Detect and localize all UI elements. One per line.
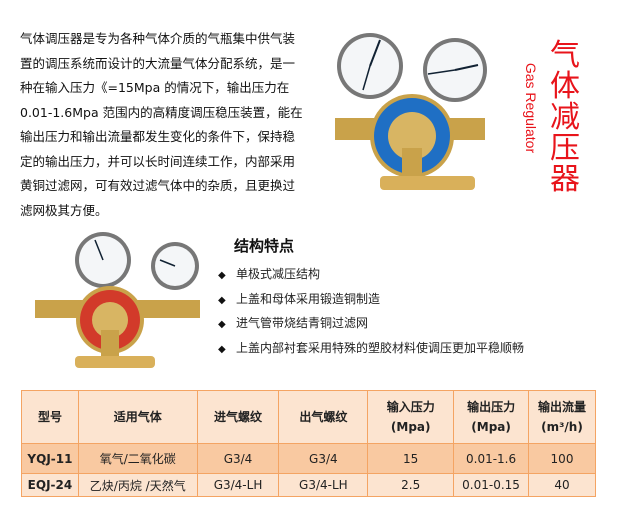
cell: 100 xyxy=(528,443,596,474)
diamond-bullet-icon: ◆ xyxy=(218,294,226,306)
gauge-right xyxy=(423,38,487,102)
feature-text: 上盖内部衬套采用特殊的塑胶材料使调压更加平稳顺畅 xyxy=(236,340,525,355)
header-output-flow: 输出流量 (m³/h) xyxy=(528,390,596,444)
title-chinese: 气 体 减 压 器 xyxy=(548,40,582,195)
gas-regulator-image xyxy=(335,33,487,190)
header-text: 输出流量 xyxy=(538,400,587,414)
gas-regulator-image-2 xyxy=(35,232,200,368)
header-unit: (Mpa) xyxy=(390,420,431,434)
intro-line: 置的调压系统而设计的大流量气体分配系统，是一 xyxy=(20,55,296,71)
cell: 乙炔/丙烷 /天然气 xyxy=(77,473,198,497)
feature-item: ◆ 单极式减压结构 xyxy=(218,262,524,287)
cell: EQJ-24 xyxy=(21,473,79,497)
intro-line: 气体调压器是专为各种气体介质的气瓶集中供气装 xyxy=(20,31,296,46)
features-heading: 结构特点 xyxy=(234,237,295,255)
title-char: 压 xyxy=(550,131,580,166)
intro-text: 气体调压器是专为各种气体介质的气瓶集中供气装 置的调压系统而设计的大流量气体分配… xyxy=(20,27,310,223)
intro-line: 定的输出压力，并可以长时间连续工作，内部采用 xyxy=(20,153,296,169)
header-unit: (Mpa) xyxy=(471,420,511,434)
cell: G3/4-LH xyxy=(196,473,280,497)
cell: G3/4 xyxy=(278,443,369,474)
title-english: Gas Regulator xyxy=(523,62,539,154)
table-row: YQJ-11 氧气/二氧化碳 G3/4 G3/4 15 0.01-1.6 100 xyxy=(21,443,596,474)
feature-text: 进气管带烧结青铜过滤网 xyxy=(236,316,369,330)
gauge-left xyxy=(337,33,403,99)
header-text: 输入压力 xyxy=(386,400,435,414)
header-outlet-thread: 出气螺纹 xyxy=(278,390,369,444)
spec-table: 型号 适用气体 进气螺纹 出气螺纹 输入压力 (Mpa) 输出压力 (Mpa) 输出… xyxy=(21,390,596,497)
header-inlet-thread: 进气螺纹 xyxy=(196,390,280,444)
header-input-pressure: 输入压力 (Mpa) xyxy=(367,390,455,444)
header-text: 输出压力 xyxy=(467,400,516,414)
intro-line: 种在输入压力《=15Mpa 的情况下，输出压力在 xyxy=(20,80,290,95)
header-model: 型号 xyxy=(21,390,79,444)
intro-line: 滤网极其方便。 xyxy=(20,202,108,218)
intro-line: 黄铜过滤网，可有效过滤气体中的杂质，且更换过 xyxy=(20,178,296,193)
feature-text: 上盖和母体采用锻造铜制造 xyxy=(236,291,381,306)
feature-item: ◆ 上盖和母体采用锻造铜制造 xyxy=(218,287,524,312)
diamond-bullet-icon: ◆ xyxy=(218,319,226,330)
table-header-row: 型号 适用气体 进气螺纹 出气螺纹 输入压力 (Mpa) 输出压力 (Mpa) 输出… xyxy=(21,390,596,444)
cell: G3/4 xyxy=(196,443,280,474)
cell: 2.5 xyxy=(367,473,455,497)
header-output-pressure: 输出压力 (Mpa) xyxy=(453,390,530,444)
cell: 15 xyxy=(367,443,455,474)
table-row: EQJ-24 乙炔/丙烷 /天然气 G3/4-LH G3/4-LH 2.5 0.… xyxy=(21,473,596,497)
feature-text: 单极式减压结构 xyxy=(236,267,321,281)
cell: 40 xyxy=(528,473,596,497)
intro-line: 输出压力和输出流量都发生变化的条件下，保持稳 xyxy=(20,129,296,144)
header-unit: (m³/h) xyxy=(541,420,583,434)
cell: YQJ-11 xyxy=(21,443,79,474)
title-char: 器 xyxy=(550,162,580,197)
title-char: 气 xyxy=(550,38,580,73)
feature-item: ◆ 进气管带烧结青铜过滤网 xyxy=(218,311,524,336)
cell: 0.01-1.6 xyxy=(453,443,530,474)
cell: 0.01-0.15 xyxy=(453,473,530,497)
intro-line: 0.01-1.6Mpa 范围内的高精度调压稳压装置，能在 xyxy=(20,104,303,120)
feature-item: ◆ 上盖内部衬套采用特殊的塑胶材料使调压更加平稳顺畅 xyxy=(218,336,524,361)
header-gas: 适用气体 xyxy=(77,390,198,444)
cell: 氧气/二氧化碳 xyxy=(77,443,198,474)
diamond-bullet-icon: ◆ xyxy=(218,270,226,281)
features-list: ◆ 单极式减压结构 ◆ 上盖和母体采用锻造铜制造 ◆ 进气管带烧结青铜过滤网 ◆ 上盖内… xyxy=(218,262,524,360)
title-char: 减 xyxy=(550,100,580,135)
diamond-bullet-icon: ◆ xyxy=(218,343,226,355)
cell: G3/4-LH xyxy=(278,473,369,497)
title-char: 体 xyxy=(550,69,580,104)
